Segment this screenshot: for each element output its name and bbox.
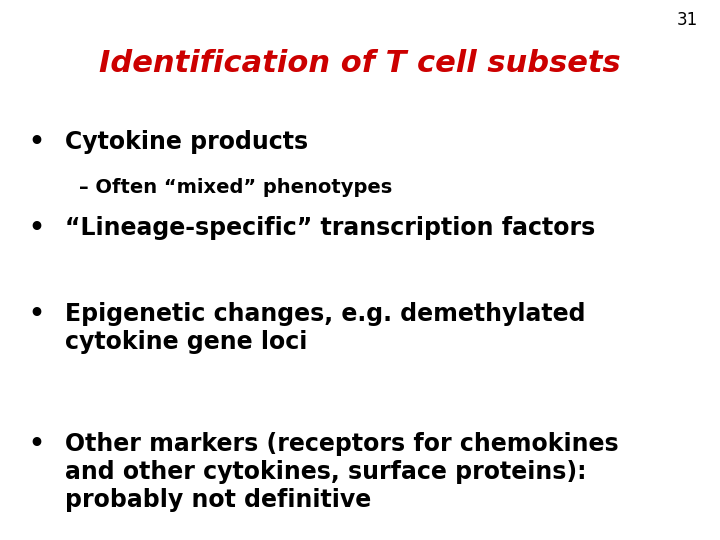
Text: Identification of T cell subsets: Identification of T cell subsets xyxy=(99,49,621,78)
Text: •: • xyxy=(29,302,45,326)
Text: •: • xyxy=(29,432,45,456)
Text: Other markers (receptors for chemokines
and other cytokines, surface proteins):
: Other markers (receptors for chemokines … xyxy=(65,432,618,511)
Text: •: • xyxy=(29,130,45,153)
Text: Epigenetic changes, e.g. demethylated
cytokine gene loci: Epigenetic changes, e.g. demethylated cy… xyxy=(65,302,585,354)
Text: 31: 31 xyxy=(677,11,698,29)
Text: – Often “mixed” phenotypes: – Often “mixed” phenotypes xyxy=(79,178,392,197)
Text: •: • xyxy=(29,216,45,240)
Text: “Lineage-specific” transcription factors: “Lineage-specific” transcription factors xyxy=(65,216,595,240)
Text: Cytokine products: Cytokine products xyxy=(65,130,308,153)
